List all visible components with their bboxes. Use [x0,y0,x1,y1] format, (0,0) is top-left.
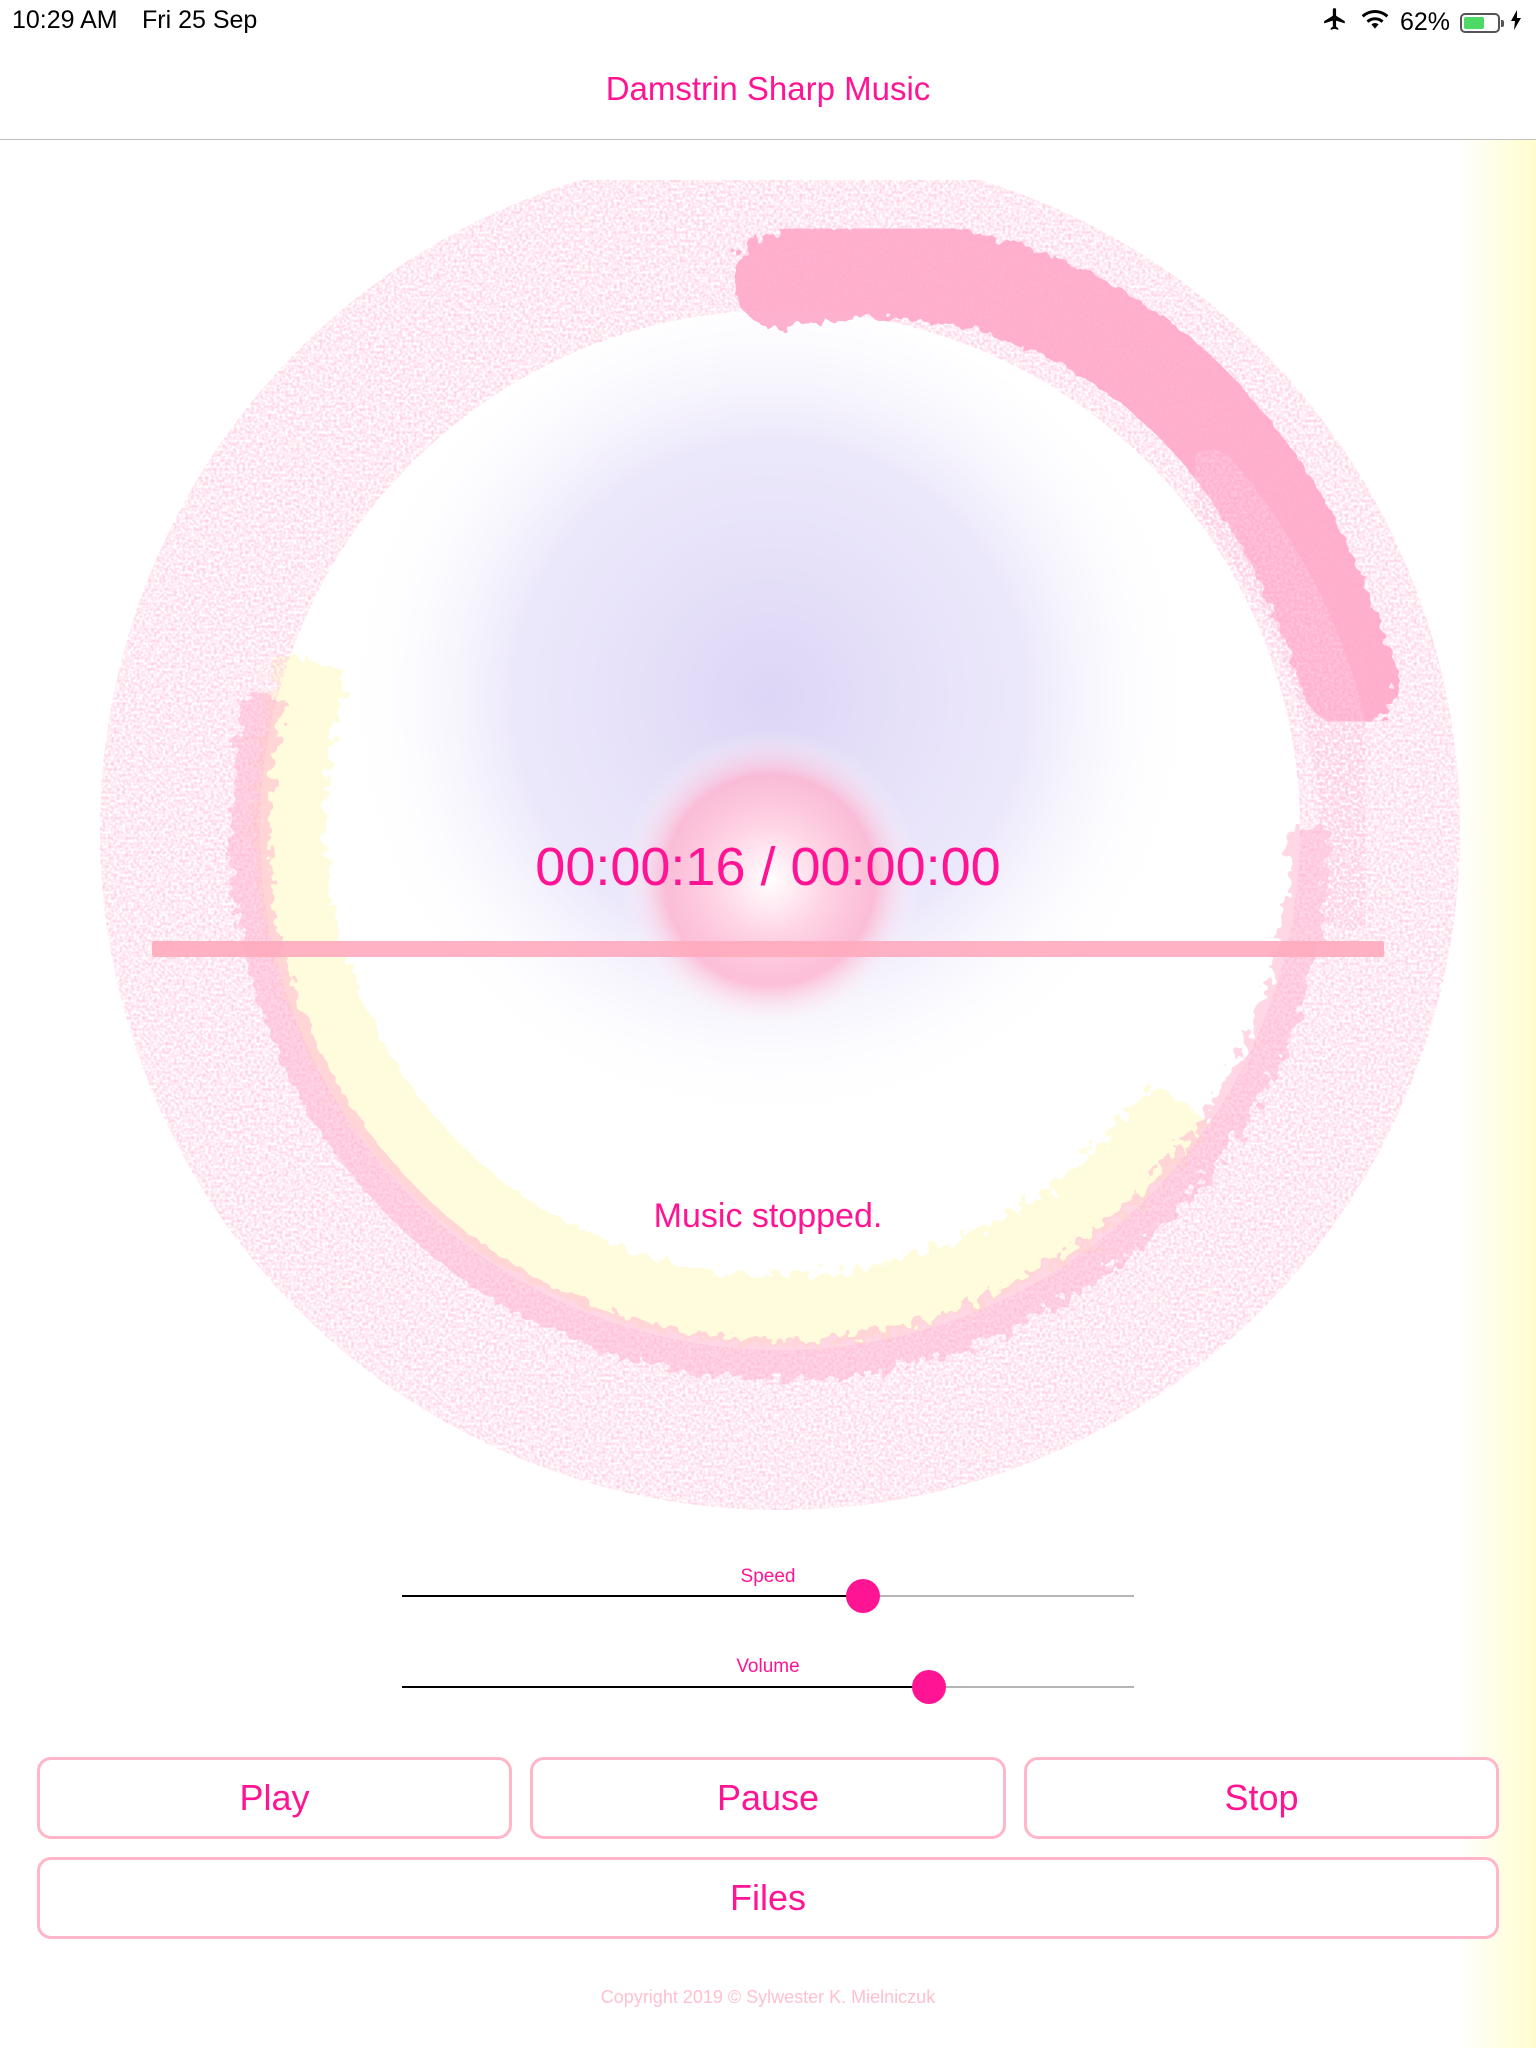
speed-track-filled [402,1595,863,1597]
wifi-icon [1360,7,1390,38]
swirl-yellow [255,295,1305,1345]
speed-label: Speed [740,1566,796,1587]
volume-track-empty [929,1686,1134,1688]
airplane-icon [1320,6,1350,39]
battery-percent: 62% [1399,8,1450,36]
speed-track-empty [863,1595,1134,1597]
volume-slider[interactable] [402,1670,1134,1704]
playback-status: Music stopped. [653,1197,883,1235]
files-button[interactable]: Files [37,1857,1499,1939]
charging-bolt-icon [1510,8,1522,37]
status-bar: 10:29 AM Fri 25 Sep 62% [0,0,1536,42]
progress-bar[interactable] [152,941,1384,957]
time-display: 00:00:16 / 00:00:00 [535,837,1001,897]
status-time: 10:29 AM [12,6,118,34]
speed-slider-thumb[interactable] [846,1579,880,1613]
status-indicators: 62% [1320,6,1522,39]
battery-level [1464,16,1484,29]
swirl-inner-stroke [230,280,1330,1380]
battery-icon [1460,12,1504,33]
background-glow [1456,140,1536,2048]
navigation-bar: Damstrin Sharp Music [0,42,1536,140]
volume-track-filled [402,1686,929,1688]
volume-slider-thumb[interactable] [912,1670,946,1704]
play-button[interactable]: Play [37,1757,512,1839]
volume-label: Volume [736,1656,800,1677]
swirl-brush-tail [1180,450,1382,930]
pause-button[interactable]: Pause [530,1757,1006,1839]
stop-button[interactable]: Stop [1024,1757,1499,1839]
status-date: Fri 25 Sep [142,6,258,34]
speed-slider[interactable] [402,1579,1134,1613]
copyright-text: Copyright 2019 © Sylwester K. Mielniczuk [600,1987,936,2007]
app-title: Damstrin Sharp Music [605,70,931,107]
